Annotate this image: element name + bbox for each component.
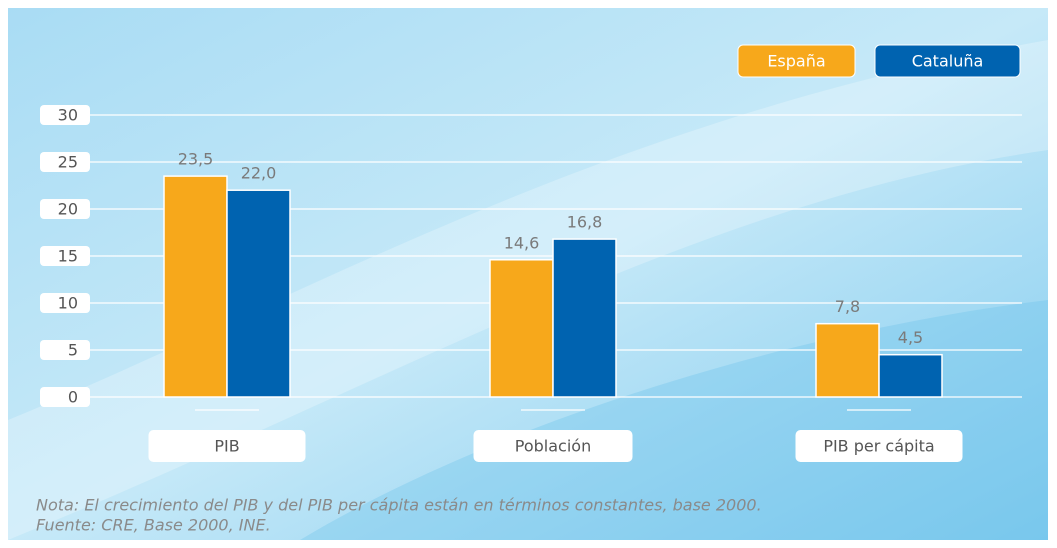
- y-tick-box: [40, 340, 90, 360]
- note: Nota: El crecimiento del PIB y del PIB p…: [36, 496, 762, 515]
- y-tick-box: [40, 199, 90, 219]
- x-tick-label: Población: [515, 437, 591, 456]
- bar: [878, 353, 943, 398]
- y-tick-label: 25: [58, 153, 78, 172]
- y-tick-box: [40, 105, 90, 125]
- value-label: 22,0: [241, 164, 277, 183]
- y-tick-label: 30: [58, 106, 78, 125]
- bar: [163, 175, 228, 398]
- x-tick-label: PIB per cápita: [823, 437, 934, 456]
- y-tick-label: 0: [68, 388, 78, 407]
- legend-label: Cataluña: [912, 52, 984, 71]
- y-tick-label: 15: [58, 247, 78, 266]
- bar: [489, 259, 554, 398]
- y-tick-box: [40, 246, 90, 266]
- category-box: [473, 430, 633, 462]
- bar: [552, 238, 617, 398]
- y-tick-box: [40, 387, 90, 407]
- y-tick-label: 20: [58, 200, 78, 219]
- value-label: 23,5: [178, 150, 214, 169]
- y-tick-box: [40, 152, 90, 172]
- category-box: [148, 430, 306, 462]
- y-tick-label: 5: [68, 341, 78, 360]
- legend-box: [874, 44, 1021, 78]
- value-label: 16,8: [567, 213, 603, 232]
- value-label: 7,8: [835, 297, 860, 316]
- value-label: 4,5: [898, 328, 923, 347]
- x-tick-label: PIB: [214, 437, 239, 456]
- legend-label: España: [767, 52, 825, 71]
- note: Fuente: CRE, Base 2000, INE.: [36, 516, 271, 535]
- y-tick-box: [40, 293, 90, 313]
- bar: [226, 189, 291, 398]
- y-tick-label: 10: [58, 294, 78, 313]
- category-box: [795, 430, 963, 462]
- legend-box: [737, 44, 856, 78]
- bar: [815, 322, 880, 398]
- value-label: 14,6: [504, 233, 540, 252]
